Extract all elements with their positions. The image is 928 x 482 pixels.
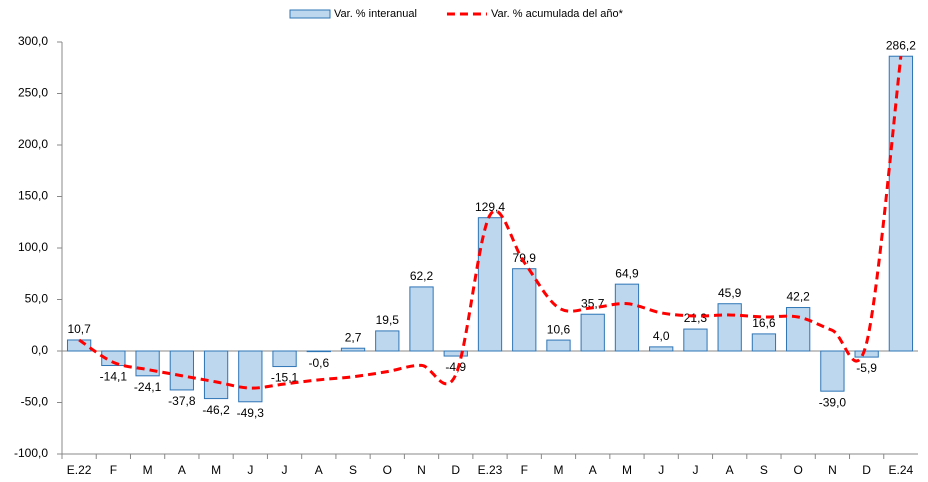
- bar: [101, 350, 126, 367]
- x-tick-label: E.22: [67, 463, 92, 477]
- legend-label: Var. % acumulada del año*: [491, 8, 624, 20]
- bar: [683, 328, 708, 352]
- y-tick-label: 0,0: [31, 343, 48, 357]
- x-tick-label: E.23: [478, 463, 503, 477]
- data-label: 42,2: [786, 290, 810, 304]
- x-tick-label: J: [692, 463, 698, 477]
- legend-label: Var. % interanual: [334, 8, 417, 20]
- x-tick-label: D: [862, 463, 871, 477]
- y-tick-label: 100,0: [18, 240, 48, 254]
- data-label: 45,9: [718, 286, 742, 300]
- y-tick-label: -50,0: [21, 395, 49, 409]
- y-tick-label: -100,0: [14, 446, 48, 460]
- bar: [512, 268, 537, 352]
- data-label: 79,9: [513, 251, 537, 265]
- bar: [580, 313, 605, 352]
- data-label: 4,0: [653, 329, 670, 343]
- data-label: -49,3: [237, 406, 265, 420]
- x-tick-label: F: [110, 463, 117, 477]
- x-tick-label: A: [589, 463, 597, 477]
- bar: [238, 350, 263, 403]
- x-tick-label: N: [828, 463, 837, 477]
- data-label: -46,2: [202, 403, 230, 417]
- data-label: -4,9: [445, 360, 466, 374]
- data-label: 19,5: [376, 313, 400, 327]
- y-tick-label: 300,0: [18, 34, 48, 48]
- bar: [203, 350, 229, 400]
- data-label: -37,8: [168, 394, 196, 408]
- bar: [751, 333, 777, 352]
- x-tick-label: A: [726, 463, 734, 477]
- x-tick-label: J: [282, 463, 288, 477]
- bar: [443, 350, 468, 357]
- y-tick-label: 50,0: [25, 292, 49, 306]
- y-tick-label: 200,0: [18, 137, 48, 151]
- data-label: -15,1: [271, 371, 299, 385]
- x-tick-label: N: [417, 463, 426, 477]
- data-label: 62,2: [410, 269, 434, 283]
- bar: [649, 346, 674, 352]
- x-tick-label: A: [315, 463, 323, 477]
- bar: [375, 330, 400, 352]
- x-tick-label: J: [658, 463, 664, 477]
- x-tick-label: M: [143, 463, 153, 477]
- bar: [820, 350, 845, 392]
- x-tick-label: M: [211, 463, 221, 477]
- x-tick-label: J: [247, 463, 253, 477]
- data-label: 16,6: [752, 316, 776, 330]
- x-tick-label: S: [760, 463, 768, 477]
- bar: [409, 286, 434, 352]
- x-tick-label: O: [383, 463, 392, 477]
- data-label: 286,2: [886, 38, 916, 52]
- x-tick-label: A: [178, 463, 186, 477]
- y-tick-label: 250,0: [18, 86, 48, 100]
- bar: [614, 283, 640, 352]
- line: [78, 56, 903, 390]
- bar: [169, 350, 194, 391]
- legend-swatch: [289, 9, 331, 19]
- bar: [306, 350, 331, 353]
- bar: [272, 350, 297, 368]
- data-label: 64,9: [615, 266, 639, 280]
- data-label: 35,7: [581, 296, 605, 310]
- x-tick-label: M: [622, 463, 632, 477]
- x-tick-label: O: [793, 463, 802, 477]
- bar: [717, 303, 742, 352]
- y-tick-label: 150,0: [18, 189, 48, 203]
- bar: [786, 307, 811, 352]
- x-tick-label: F: [521, 463, 528, 477]
- data-label: 10,7: [67, 322, 91, 336]
- bar: [854, 350, 879, 358]
- data-label: -5,9: [856, 361, 877, 375]
- data-label: 21,3: [684, 311, 708, 325]
- data-label: -39,0: [819, 395, 847, 409]
- bar: [546, 339, 571, 352]
- bar: [340, 347, 366, 352]
- data-label: 129,4: [475, 200, 505, 214]
- x-tick-label: D: [451, 463, 460, 477]
- data-label: 10,6: [547, 322, 571, 336]
- x-tick-label: E.24: [889, 463, 914, 477]
- x-tick-label: M: [553, 463, 563, 477]
- bar: [888, 55, 914, 352]
- x-tick-label: S: [349, 463, 357, 477]
- data-label: -14,1: [100, 370, 128, 384]
- data-label: -0,6: [308, 356, 329, 370]
- data-label: 2,7: [345, 330, 362, 344]
- data-label: -24,1: [134, 380, 162, 394]
